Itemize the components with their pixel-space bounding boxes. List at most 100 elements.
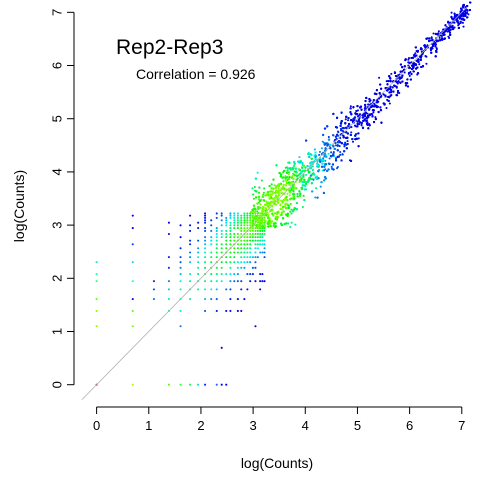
data-point [298, 161, 302, 164]
data-point [215, 212, 218, 215]
data-point [249, 273, 252, 276]
data-point [279, 203, 282, 206]
data-point [322, 191, 325, 194]
data-point [344, 122, 347, 125]
data-point [309, 174, 313, 177]
data-point [326, 169, 329, 172]
data-point [263, 243, 266, 246]
data-point [350, 125, 353, 129]
data-point [461, 21, 464, 24]
data-point [229, 273, 232, 276]
data-point [345, 143, 348, 146]
data-point [204, 214, 207, 217]
data-point [197, 221, 200, 224]
data-point [301, 166, 304, 169]
data-point [296, 195, 299, 198]
data-point [243, 224, 246, 227]
data-point [407, 57, 411, 60]
data-point [249, 239, 252, 242]
data-point [364, 105, 367, 108]
data-point [268, 224, 271, 227]
data-point [414, 46, 417, 49]
data-point [385, 106, 388, 110]
data-point [337, 131, 340, 134]
data-point [282, 176, 285, 179]
data-point [197, 288, 200, 291]
data-point [438, 36, 441, 39]
data-point [451, 28, 455, 31]
data-point [250, 211, 253, 214]
data-point [263, 229, 266, 233]
data-point [215, 266, 218, 269]
data-point [236, 309, 239, 313]
data-point [259, 214, 262, 217]
data-points [95, 1, 472, 386]
data-point [453, 12, 456, 15]
data-point [179, 280, 182, 283]
data-point [382, 93, 385, 96]
data-point [264, 219, 267, 222]
data-point [254, 236, 257, 239]
data-point [306, 180, 309, 183]
data-point [295, 201, 299, 205]
data-point [267, 194, 270, 197]
data-point [189, 251, 192, 254]
data-point [406, 85, 410, 88]
data-point [229, 221, 232, 224]
data-point [289, 191, 292, 194]
data-point [416, 66, 419, 69]
data-point [210, 256, 213, 259]
data-point [254, 261, 257, 264]
data-point [256, 206, 260, 209]
data-point [243, 227, 246, 230]
data-point [448, 31, 452, 34]
data-point [329, 147, 332, 150]
data-point [326, 142, 329, 145]
data-point [275, 164, 278, 167]
data-point [131, 298, 134, 301]
data-point [332, 134, 335, 137]
data-point [278, 172, 281, 175]
data-point [236, 236, 239, 239]
data-point [204, 261, 207, 264]
data-point [349, 119, 353, 122]
data-point [210, 236, 213, 239]
data-point [265, 213, 268, 216]
data-point [272, 178, 275, 181]
data-point [229, 266, 232, 269]
data-point [440, 34, 443, 38]
data-point [414, 52, 417, 55]
data-point [286, 192, 289, 195]
data-point [255, 196, 258, 199]
data-point [270, 200, 273, 203]
data-point [229, 261, 232, 264]
data-point [334, 144, 337, 147]
data-point [328, 157, 331, 160]
data-point [189, 280, 192, 283]
data-point [363, 107, 367, 110]
data-point [444, 24, 447, 27]
data-point [210, 243, 213, 246]
data-point [416, 72, 420, 75]
data-point [249, 214, 252, 217]
data-point [396, 91, 399, 94]
data-point [346, 132, 349, 135]
data-point [430, 46, 433, 49]
data-point [220, 232, 223, 236]
data-point [331, 163, 335, 166]
data-point [374, 116, 377, 119]
data-point [467, 13, 470, 16]
data-point [333, 147, 336, 151]
data-point [263, 216, 266, 219]
data-point [236, 280, 239, 283]
data-point [409, 78, 412, 81]
data-point [376, 100, 379, 104]
data-point [225, 256, 228, 259]
data-point [259, 280, 262, 283]
data-point [243, 229, 246, 233]
data-point [229, 229, 232, 233]
data-point [261, 239, 264, 242]
data-point [321, 162, 324, 165]
data-point [204, 236, 207, 239]
